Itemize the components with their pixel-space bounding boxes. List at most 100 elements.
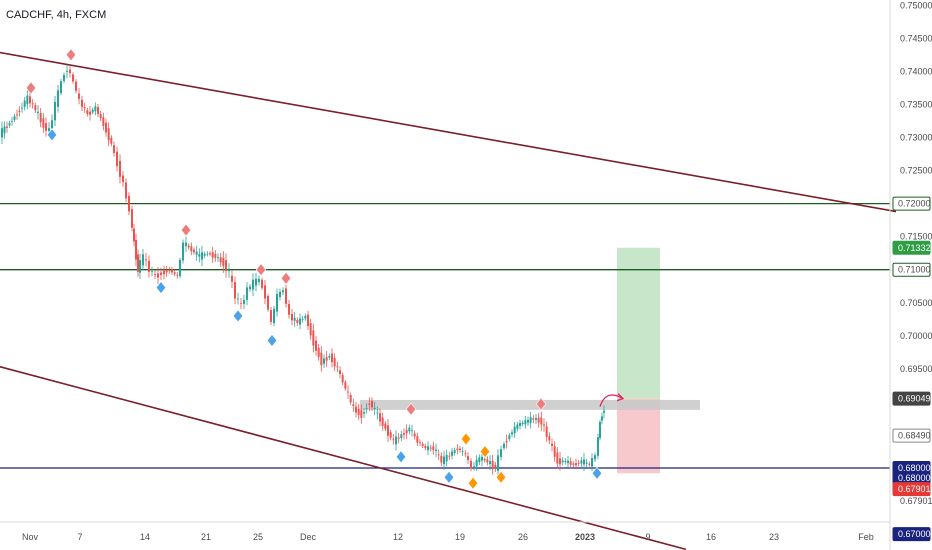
- candle-body: [440, 455, 443, 463]
- candle-body: [580, 460, 583, 464]
- candle-body: [304, 315, 307, 319]
- candle-body: [276, 293, 278, 312]
- candle-body: [3, 126, 6, 134]
- time-tick-label: Dec: [300, 532, 317, 542]
- candle-body: [561, 460, 564, 463]
- candle-body: [489, 461, 491, 465]
- candle-body: [395, 436, 397, 445]
- position-profit-zone: [617, 247, 660, 399]
- candle-body: [540, 417, 543, 425]
- swing-low-marker: [266, 333, 278, 347]
- swing-low-marker: [46, 128, 58, 142]
- candle-body: [389, 432, 392, 438]
- price-tag: [892, 527, 931, 542]
- candle-body: [21, 107, 23, 109]
- candle-body: [339, 370, 341, 375]
- candle-body: [42, 118, 45, 128]
- price-tick-label: 0.70000: [900, 331, 932, 341]
- time-tick-label: Nov: [22, 532, 39, 542]
- time-axis[interactable]: Nov 7 14 21 25 Dec 12 19 26 2023 9 16 23 Feb: [22, 532, 874, 542]
- candle-body: [72, 74, 74, 82]
- swing-high-marker: [405, 402, 417, 416]
- candle-body: [195, 251, 198, 255]
- candle-body: [222, 257, 225, 267]
- candle-body: [148, 260, 150, 273]
- candle-body: [57, 90, 59, 107]
- candle-body: [511, 432, 513, 435]
- candle-body: [225, 259, 227, 272]
- candle-body: [116, 151, 118, 167]
- projection-arrow: [599, 394, 624, 407]
- candle-body: [491, 460, 494, 469]
- candle-body: [567, 460, 569, 464]
- candle-body: [89, 111, 91, 115]
- symbol-title: CADCHF, 4h, FXCM: [6, 9, 106, 21]
- candle-body: [424, 446, 427, 449]
- candle-body: [315, 340, 317, 351]
- candle-body: [171, 269, 173, 273]
- candle-body: [234, 282, 236, 299]
- candle-body: [352, 404, 355, 407]
- candle-body: [185, 242, 187, 247]
- candle-body: [217, 257, 219, 259]
- candle-body: [483, 459, 486, 461]
- candle-body: [264, 285, 266, 299]
- time-tick-label: 14: [140, 532, 150, 542]
- candle-body: [255, 278, 257, 286]
- candle-body: [363, 412, 365, 414]
- candle-body: [320, 352, 323, 366]
- candle-body: [131, 209, 133, 228]
- candle-body: [556, 452, 559, 464]
- price-tick-label: 0.74500: [900, 33, 932, 43]
- candle-body: [464, 453, 467, 455]
- candle-body: [94, 106, 97, 112]
- candle-body: [8, 123, 11, 126]
- candle-body: [97, 107, 99, 114]
- price-tag: [892, 428, 931, 443]
- candle-body: [397, 437, 400, 439]
- candle-body: [403, 433, 405, 435]
- candle-body: [416, 436, 419, 443]
- candle-body: [494, 465, 497, 469]
- candle-body: [317, 347, 320, 357]
- candle-body: [201, 252, 203, 260]
- candle-body: [344, 382, 347, 389]
- candle-body: [157, 273, 159, 278]
- candle-body: [448, 455, 451, 457]
- candle-body: [309, 323, 312, 336]
- candle-body: [548, 436, 551, 441]
- candle-body: [588, 463, 591, 465]
- candle-body: [293, 317, 296, 321]
- candle-body: [603, 410, 605, 413]
- candle-body: [381, 417, 384, 426]
- pattern-marker: [495, 470, 507, 484]
- candle-body: [270, 310, 272, 322]
- candle-body: [435, 449, 437, 452]
- swing-low-marker: [443, 470, 455, 484]
- candle-body: [349, 394, 352, 403]
- candle-body: [475, 459, 478, 467]
- candle-body: [341, 375, 344, 383]
- price-axis[interactable]: 0.75000 0.74500 0.74000 0.73500 0.73000 0.725…: [892, 0, 932, 542]
- pattern-marker: [460, 432, 472, 446]
- candle-body: [384, 423, 387, 429]
- candle-body: [355, 406, 357, 413]
- candle-body: [179, 260, 181, 277]
- zones-layer: [360, 247, 700, 474]
- pattern-marker: [479, 445, 491, 458]
- candle-body: [190, 246, 193, 252]
- lines-layer: [0, 51, 897, 550]
- candle-body: [481, 456, 483, 461]
- candle-body: [249, 286, 251, 290]
- candle-body: [45, 123, 47, 131]
- candle-body: [78, 93, 80, 99]
- candle-body: [405, 430, 408, 434]
- candle-body: [125, 182, 127, 199]
- candle-body: [432, 446, 435, 451]
- time-tick-label: 23: [769, 532, 779, 542]
- candle-body: [139, 260, 141, 273]
- candle-body: [503, 443, 505, 449]
- candle-body: [291, 313, 293, 321]
- time-tick-label: 26: [518, 532, 528, 542]
